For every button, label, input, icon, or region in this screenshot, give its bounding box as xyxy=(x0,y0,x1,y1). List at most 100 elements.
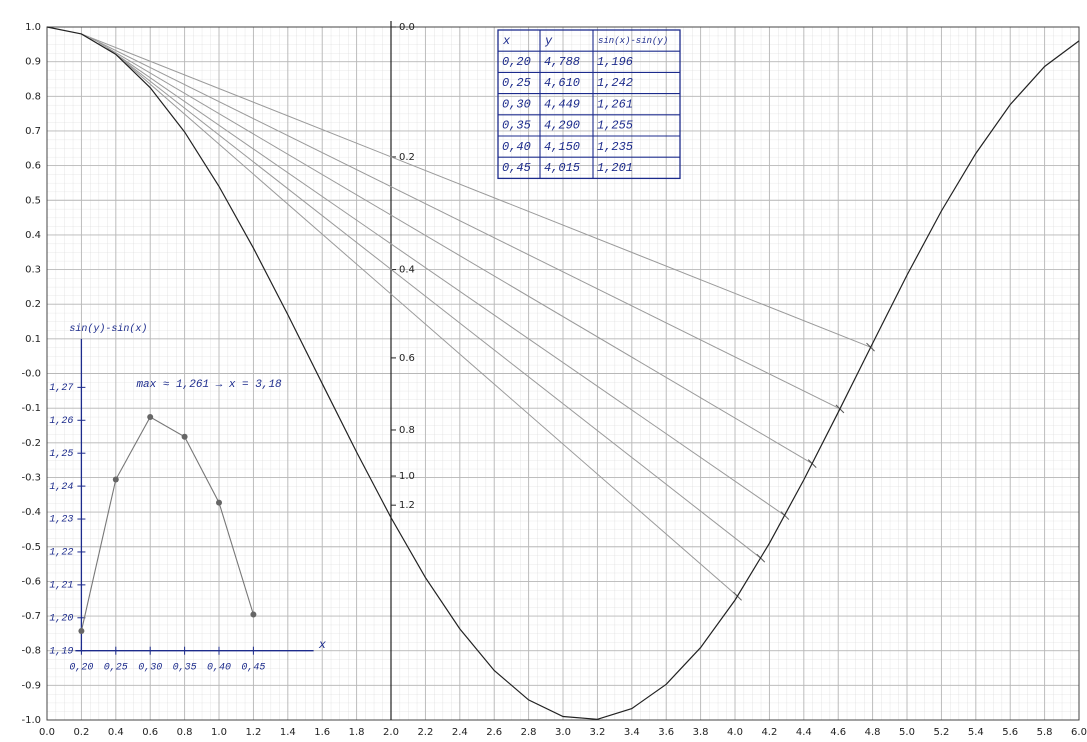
inset-point xyxy=(250,611,256,617)
y-tick-label: 0.3 xyxy=(25,265,41,276)
inset-x-tick-label: 0,25 xyxy=(104,662,128,673)
inset-point xyxy=(78,628,84,634)
x-tick-label: 6.0 xyxy=(1071,727,1087,738)
table-cell: 1,201 xyxy=(597,161,633,175)
x-tick-label: 0.6 xyxy=(142,727,158,738)
x-tick-label: 3.0 xyxy=(555,727,571,738)
table-cell: 4,015 xyxy=(544,161,580,175)
x-tick-label: 3.2 xyxy=(589,727,605,738)
x-tick-label: 0.8 xyxy=(177,727,193,738)
y-tick-label: 0.6 xyxy=(25,161,41,172)
table-cell: 0,25 xyxy=(502,76,531,90)
x-tick-label: 5.4 xyxy=(968,727,984,738)
table-cell: 0,35 xyxy=(502,119,531,133)
inset-x-tick-label: 0,30 xyxy=(138,662,162,673)
table-cell: 4,449 xyxy=(544,97,580,111)
x-tick-label: 3.4 xyxy=(624,727,640,738)
x-tick-label: 1.8 xyxy=(349,727,365,738)
x-tick-label: 1.2 xyxy=(245,727,261,738)
x-tick-label: 5.2 xyxy=(933,727,949,738)
inset-x-tick-label: 0,20 xyxy=(69,662,93,673)
inset-x-tick-label: 0,45 xyxy=(241,662,265,673)
inset-point xyxy=(113,477,119,483)
table-cell: 0,40 xyxy=(502,140,531,154)
middle-tick-label: 0.4 xyxy=(399,265,415,276)
x-tick-label: 3.8 xyxy=(693,727,709,738)
x-tick-label: 4.0 xyxy=(727,727,743,738)
inset-y-tick-label: 1,27 xyxy=(49,383,73,394)
inset-x-tick-label: 0,35 xyxy=(173,662,197,673)
middle-tick-label: 0.0 xyxy=(399,22,415,33)
table-cell: 1,196 xyxy=(597,55,633,69)
inset-annotation: max ≈ 1,261 → x = 3,18 xyxy=(136,379,282,391)
inset-y-tick-label: 1,24 xyxy=(49,482,73,493)
y-tick-label: -0.8 xyxy=(21,646,41,657)
y-tick-label: -0.5 xyxy=(21,542,41,553)
inset-y-label: sin(y)-sin(x) xyxy=(69,323,147,335)
y-tick-label: 0.2 xyxy=(25,299,41,310)
inset-point xyxy=(182,434,188,440)
middle-tick-label: 1.2 xyxy=(399,500,415,511)
table-cell: 0,30 xyxy=(502,97,531,111)
y-tick-label: -0.4 xyxy=(21,507,41,518)
y-tick-label: -0.1 xyxy=(21,403,41,414)
inset-y-tick-label: 1,26 xyxy=(49,416,73,427)
y-tick-label: 0.8 xyxy=(25,91,41,102)
middle-tick-label: 1.0 xyxy=(399,471,415,482)
x-tick-label: 0.2 xyxy=(73,727,89,738)
y-tick-label: -0.0 xyxy=(21,369,41,380)
x-tick-label: 1.4 xyxy=(280,727,296,738)
x-tick-label: 3.6 xyxy=(658,727,674,738)
table-cell: 4,150 xyxy=(544,140,580,154)
x-tick-label: 5.8 xyxy=(1037,727,1053,738)
inset-y-tick-label: 1,20 xyxy=(49,613,73,624)
x-tick-label: 2.2 xyxy=(417,727,433,738)
table-cell: 4,788 xyxy=(544,55,580,69)
inset-y-tick-label: 1,22 xyxy=(49,548,73,559)
table-cell: 4,610 xyxy=(544,76,580,90)
y-tick-label: 0.9 xyxy=(25,57,41,68)
table-cell: 0,20 xyxy=(502,55,531,69)
x-tick-label: 2.4 xyxy=(452,727,468,738)
inset-y-tick-label: 1,19 xyxy=(49,646,73,657)
y-tick-label: -0.3 xyxy=(21,472,41,483)
x-tick-label: 0.4 xyxy=(108,727,124,738)
y-tick-label: -0.2 xyxy=(21,438,41,449)
table-cell: 0,45 xyxy=(502,161,531,175)
table-cell: 1,235 xyxy=(597,140,633,154)
x-tick-label: 1.6 xyxy=(314,727,330,738)
x-tick-label: 2.8 xyxy=(521,727,537,738)
table-cell: 4,290 xyxy=(544,119,580,133)
table-header: sin(x)-sin(y) xyxy=(598,36,668,46)
inset-y-tick-label: 1,25 xyxy=(49,449,73,460)
x-tick-label: 4.8 xyxy=(865,727,881,738)
y-tick-label: 0.4 xyxy=(25,230,41,241)
y-tick-label: 0.5 xyxy=(25,195,41,206)
x-tick-label: 0.0 xyxy=(39,727,55,738)
x-tick-label: 2.6 xyxy=(486,727,502,738)
y-tick-label: 0.7 xyxy=(25,126,41,137)
y-tick-label: -0.6 xyxy=(21,576,41,587)
table-cell: 1,242 xyxy=(597,76,633,90)
inset-point xyxy=(147,414,153,420)
x-tick-label: 4.2 xyxy=(761,727,777,738)
y-tick-label: -1.0 xyxy=(21,715,41,726)
y-tick-label: 0.1 xyxy=(25,334,41,345)
x-tick-label: 1.0 xyxy=(211,727,227,738)
y-tick-label: 1.0 xyxy=(25,22,41,33)
table-header: y xyxy=(544,34,553,48)
table-cell: 1,261 xyxy=(597,97,633,111)
y-tick-label: -0.7 xyxy=(21,611,41,622)
x-tick-label: 4.6 xyxy=(830,727,846,738)
inset-y-tick-label: 1,21 xyxy=(49,581,73,592)
x-tick-label: 4.4 xyxy=(796,727,812,738)
inset-x-label: x xyxy=(318,638,327,652)
middle-tick-label: 0.6 xyxy=(399,353,415,364)
y-tick-label: -0.9 xyxy=(21,680,41,691)
inset-point xyxy=(216,500,222,506)
table-cell: 1,255 xyxy=(597,119,633,133)
x-tick-label: 2.0 xyxy=(383,727,399,738)
table-header: x xyxy=(502,34,511,48)
inset-x-tick-label: 0,40 xyxy=(207,662,231,673)
middle-tick-label: 0.8 xyxy=(399,425,415,436)
